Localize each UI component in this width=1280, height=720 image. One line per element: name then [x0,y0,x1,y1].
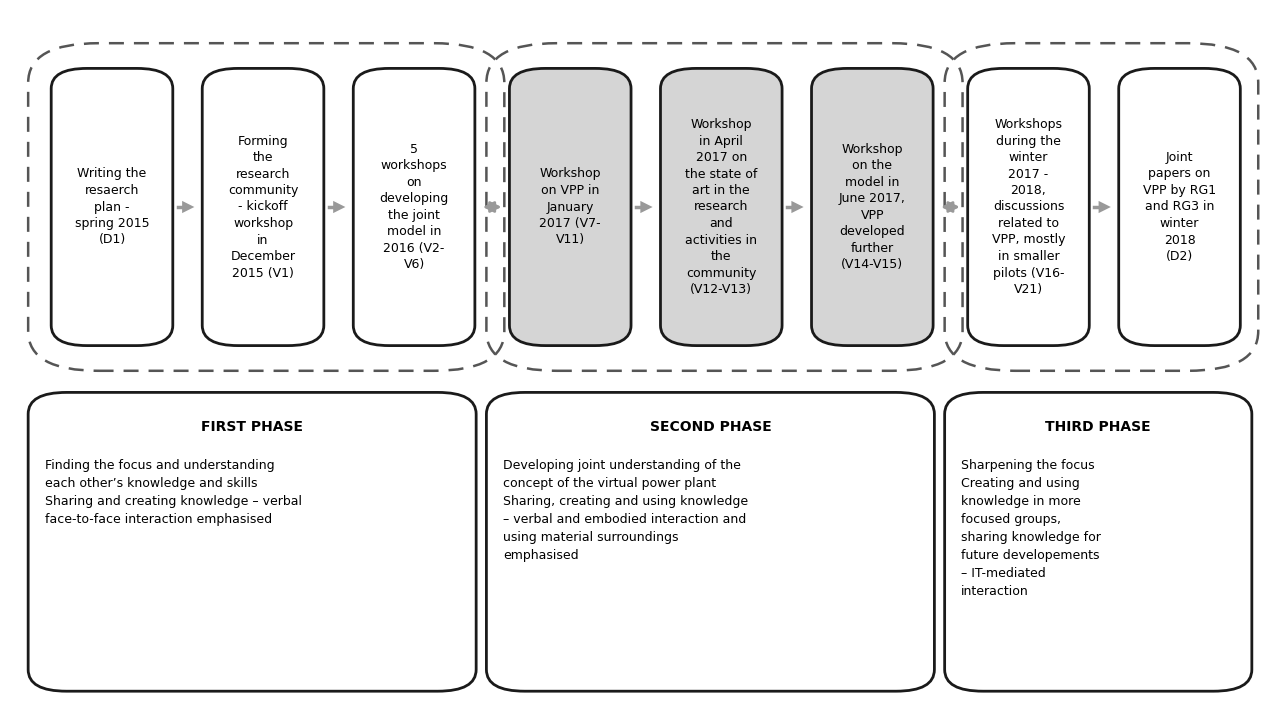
FancyBboxPatch shape [1119,68,1240,346]
Text: Sharpening the focus
Creating and using
knowledge in more
focused groups,
sharin: Sharpening the focus Creating and using … [961,459,1101,598]
Text: THIRD PHASE: THIRD PHASE [1046,420,1151,433]
FancyBboxPatch shape [202,68,324,346]
FancyBboxPatch shape [51,68,173,346]
Text: Workshops
during the
winter
2017 -
2018,
discussions
related to
VPP, mostly
in s: Workshops during the winter 2017 - 2018,… [992,118,1065,296]
Text: Forming
the
research
community
- kickoff
workshop
in
December
2015 (V1): Forming the research community - kickoff… [228,135,298,279]
FancyBboxPatch shape [353,68,475,346]
Text: SECOND PHASE: SECOND PHASE [649,420,772,433]
FancyBboxPatch shape [945,392,1252,691]
FancyBboxPatch shape [660,68,782,346]
FancyBboxPatch shape [968,68,1089,346]
Text: Workshop
in April
2017 on
the state of
art in the
research
and
activities in
the: Workshop in April 2017 on the state of a… [685,118,758,296]
FancyBboxPatch shape [812,68,933,346]
FancyBboxPatch shape [28,392,476,691]
Text: Joint
papers on
VPP by RG1
and RG3 in
winter
2018
(D2): Joint papers on VPP by RG1 and RG3 in wi… [1143,151,1216,263]
Text: FIRST PHASE: FIRST PHASE [201,420,303,433]
Text: Workshop
on VPP in
January
2017 (V7-
V11): Workshop on VPP in January 2017 (V7- V11… [539,168,602,246]
Text: Finding the focus and understanding
each other’s knowledge and skills
Sharing an: Finding the focus and understanding each… [45,459,302,526]
Text: Developing joint understanding of the
concept of the virtual power plant
Sharing: Developing joint understanding of the co… [503,459,749,562]
Text: Writing the
resaerch
plan -
spring 2015
(D1): Writing the resaerch plan - spring 2015 … [74,168,150,246]
Text: Workshop
on the
model in
June 2017,
VPP
developed
further
(V14-V15): Workshop on the model in June 2017, VPP … [838,143,906,271]
FancyBboxPatch shape [509,68,631,346]
FancyBboxPatch shape [486,392,934,691]
Text: 5
workshops
on
developing
the joint
model in
2016 (V2-
V6): 5 workshops on developing the joint mode… [379,143,449,271]
